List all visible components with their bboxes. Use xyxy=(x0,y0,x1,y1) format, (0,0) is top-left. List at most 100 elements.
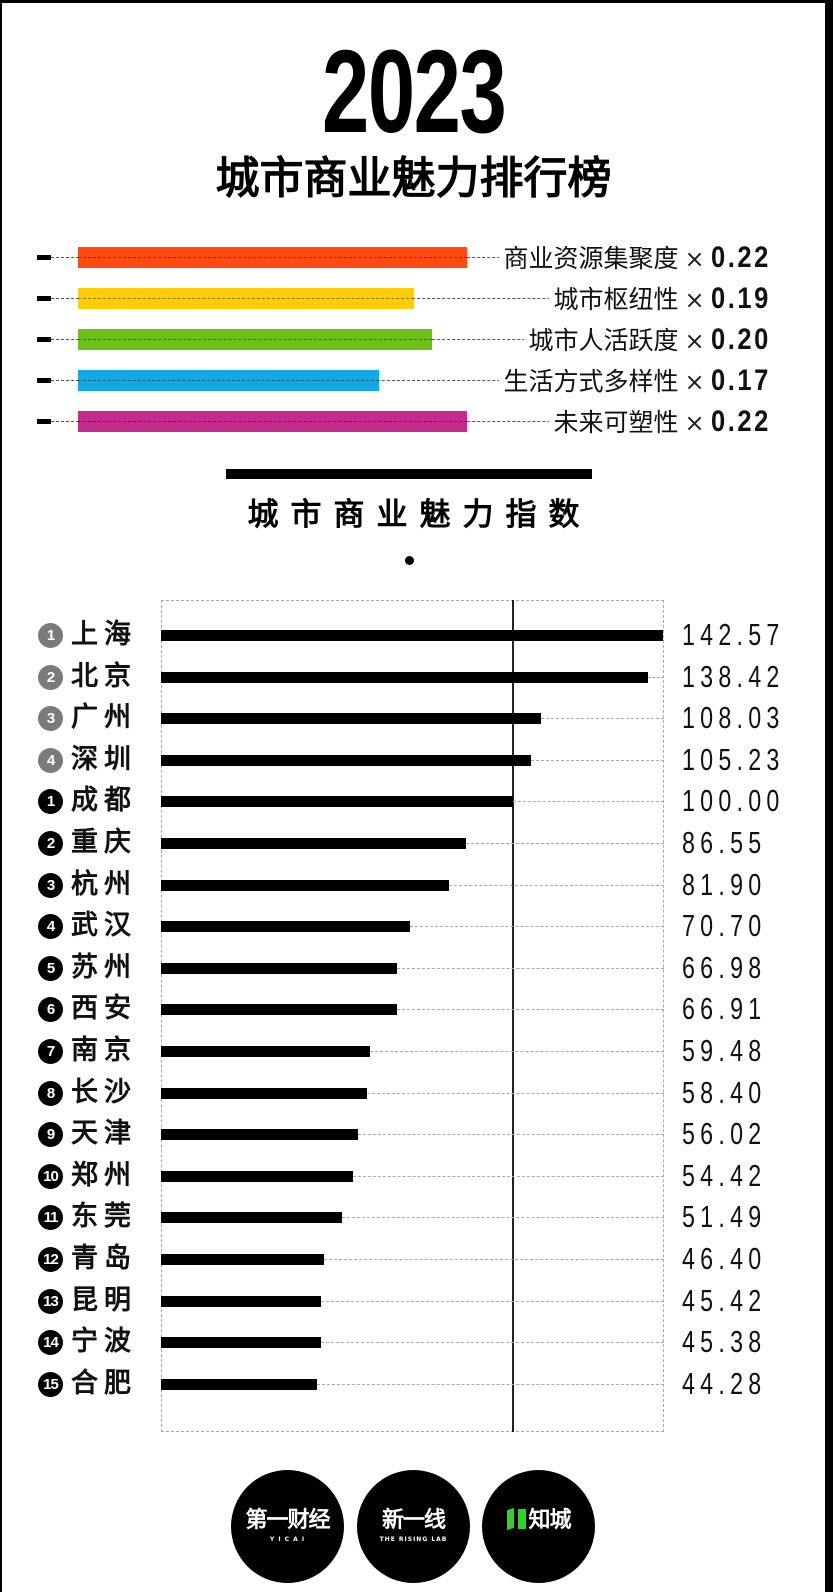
ranking-row: 12 青岛 46.40 xyxy=(2,1239,825,1280)
page-title: 城市商业魅力排行榜 xyxy=(215,153,612,204)
dash-marker xyxy=(37,378,51,383)
index-value: 45.38 xyxy=(682,1324,767,1359)
value-bar xyxy=(161,1337,321,1348)
logo-text: 新一线 xyxy=(381,1508,446,1533)
index-value: 86.55 xyxy=(682,825,767,860)
index-value: 56.02 xyxy=(682,1116,767,1151)
rank-badge: 9 xyxy=(38,1122,63,1147)
rank-badge: 6 xyxy=(38,997,63,1022)
city-name: 青岛 xyxy=(71,1243,137,1274)
value-bar xyxy=(161,1129,358,1140)
yicai-logo: 第一财经 Y I C A I xyxy=(231,1470,344,1583)
value-bar xyxy=(161,713,541,724)
index-value: 66.98 xyxy=(682,950,767,985)
value-bar xyxy=(161,963,397,974)
weight-value: 0.17 xyxy=(710,364,771,397)
ranking-row: 3 广州 108.03 xyxy=(2,698,825,739)
guide-line xyxy=(466,843,664,844)
weight-value: 0.22 xyxy=(710,405,771,438)
ranking-row: 2 北京 138.42 xyxy=(2,657,825,698)
ranking-row: 2 重庆 86.55 xyxy=(2,823,825,864)
weight-label: 城市人活跃度 × 0.20 xyxy=(524,324,781,356)
weight-label: 城市枢纽性 × 0.19 xyxy=(549,283,781,315)
city-name: 昆明 xyxy=(71,1285,137,1316)
dash-marker xyxy=(37,255,51,260)
infographic: 2023 城市商业魅力排行榜 商业资源集聚度 × 0.22 城市枢纽性 × 0.19 城市人… xyxy=(2,3,825,1592)
rising-lab-mark-icon xyxy=(506,1509,528,1529)
weight-row: 生活方式多样性 × 0.17 xyxy=(2,365,825,397)
rank-badge: 12 xyxy=(38,1247,63,1272)
rank-badge: 3 xyxy=(38,706,63,731)
rank-badge: 2 xyxy=(38,831,63,856)
weight-bar xyxy=(78,329,432,350)
city-name: 重庆 xyxy=(71,827,137,858)
guide-line xyxy=(410,926,664,927)
value-bar xyxy=(161,921,410,932)
logo-text: 知城 xyxy=(528,1508,571,1533)
section-title: 城市商业魅力指数 xyxy=(247,497,592,533)
dash-marker xyxy=(37,419,51,424)
weight-bar xyxy=(78,288,414,309)
guide-line xyxy=(353,1176,664,1177)
weight-name: 生活方式多样性 xyxy=(503,367,679,396)
rank-badge: 4 xyxy=(38,914,63,939)
ranking-row: 14 宁波 45.38 xyxy=(2,1322,825,1363)
city-name: 成都 xyxy=(71,785,137,816)
value-bar xyxy=(161,1254,324,1265)
rank-badge: 14 xyxy=(38,1330,63,1355)
weight-value: 0.22 xyxy=(710,241,771,274)
rank-badge: 13 xyxy=(38,1289,63,1314)
weight-name: 城市人活跃度 xyxy=(528,326,679,355)
ranking-row: 1 成都 100.00 xyxy=(2,781,825,822)
index-value: 44.28 xyxy=(682,1366,767,1401)
rank-badge: 1 xyxy=(38,789,63,814)
city-name: 深圳 xyxy=(71,744,137,775)
times-symbol: × xyxy=(684,245,705,273)
weight-row: 未来可塑性 × 0.22 xyxy=(2,406,825,438)
guide-line xyxy=(397,1009,664,1010)
guide-line xyxy=(321,1301,664,1302)
rising-lab-logo: 新一线 THE RISING LAB xyxy=(357,1470,470,1583)
weight-row: 城市人活跃度 × 0.20 xyxy=(2,324,825,356)
index-value: 108.03 xyxy=(682,700,785,735)
index-value: 58.40 xyxy=(682,1075,767,1110)
ranking-row: 10 郑州 54.42 xyxy=(2,1156,825,1197)
city-name: 南京 xyxy=(71,1035,137,1066)
weight-label: 商业资源集聚度 × 0.22 xyxy=(499,242,781,274)
city-name: 武汉 xyxy=(71,910,137,941)
guide-line xyxy=(397,968,664,969)
index-value: 59.48 xyxy=(682,1033,767,1068)
ranking-row: 9 天津 56.02 xyxy=(2,1114,825,1155)
value-bar xyxy=(161,630,663,641)
guide-line xyxy=(324,1259,664,1260)
weight-row: 城市枢纽性 × 0.19 xyxy=(2,283,825,315)
index-value: 46.40 xyxy=(682,1241,767,1276)
value-bar xyxy=(161,1212,342,1223)
rank-badge: 5 xyxy=(38,956,63,981)
rank-badge: 7 xyxy=(38,1039,63,1064)
weight-label: 未来可塑性 × 0.22 xyxy=(549,406,781,438)
value-bar xyxy=(161,1004,397,1015)
weight-name: 商业资源集聚度 xyxy=(503,244,679,273)
index-value: 100.00 xyxy=(682,783,785,818)
ranking-row: 1 上海 142.57 xyxy=(2,615,825,656)
guide-line xyxy=(541,718,664,719)
value-bar xyxy=(161,1171,353,1182)
ranking-row: 11 东莞 51.49 xyxy=(2,1197,825,1238)
rank-badge: 4 xyxy=(38,748,63,773)
value-bar xyxy=(161,880,449,891)
city-name: 广州 xyxy=(71,702,137,733)
weight-value: 0.20 xyxy=(710,323,771,356)
rank-badge: 1 xyxy=(38,623,63,648)
city-name: 长沙 xyxy=(71,1077,137,1108)
ranking-row: 15 合肥 44.28 xyxy=(2,1364,825,1405)
weight-bar xyxy=(78,247,467,268)
weight-label: 生活方式多样性 × 0.17 xyxy=(499,365,781,397)
rank-badge: 2 xyxy=(38,665,63,690)
times-symbol: × xyxy=(684,327,705,355)
zhicheng-logo: 知城 xyxy=(482,1470,595,1583)
rank-badge: 10 xyxy=(38,1164,63,1189)
leader-line xyxy=(51,380,751,381)
dash-marker xyxy=(37,296,51,301)
weight-name: 未来可塑性 xyxy=(553,408,679,437)
